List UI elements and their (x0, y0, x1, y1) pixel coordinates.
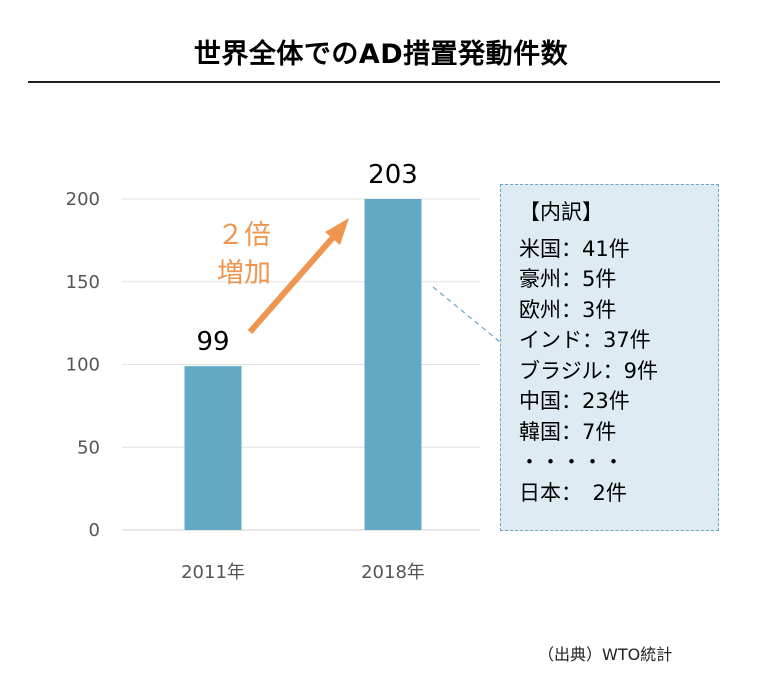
breakdown-title: 【内訳】 (519, 200, 603, 224)
x-tick-label: 2018年 (361, 562, 425, 583)
y-tick-label: 100 (66, 355, 100, 376)
title-divider (28, 81, 720, 83)
source-note: （出典）WTO統計 (538, 645, 673, 664)
bar (184, 366, 242, 530)
breakdown-item: 日本： 2件 (519, 480, 627, 505)
callout-connector (432, 286, 501, 343)
page-title: 世界全体でのAD措置発動件数 (193, 39, 569, 70)
breakdown-item: インド：37件 (519, 328, 651, 352)
y-tick-label: 0 (89, 520, 100, 541)
breakdown-item: 豪州：5件 (519, 267, 617, 291)
y-tick-label: 150 (66, 272, 100, 293)
breakdown-item: 中国：23件 (519, 389, 630, 413)
growth-arrow (247, 218, 349, 334)
breakdown-item: 韓国：7件 (519, 419, 617, 444)
data-label: 99 (196, 327, 229, 357)
x-tick-label: 2011年 (181, 562, 245, 583)
annotation-line2: 増加 (217, 258, 271, 289)
annotation-line1: ２倍 (217, 220, 271, 251)
breakdown-item: ・・・・・ (519, 450, 624, 474)
breakdown-item: 欧州：3件 (519, 297, 617, 322)
breakdown-box: 【内訳】 米国：41件 豪州：5件 欧州：3件 インド：37件 ブラジル：9件 … (500, 184, 719, 531)
bar (364, 199, 422, 530)
y-tick-label: 200 (66, 189, 100, 210)
breakdown-item: ブラジル：9件 (519, 358, 658, 383)
y-tick-label: 50 (77, 437, 100, 458)
data-label: 203 (368, 160, 418, 190)
breakdown-item: 米国：41件 (519, 236, 630, 261)
